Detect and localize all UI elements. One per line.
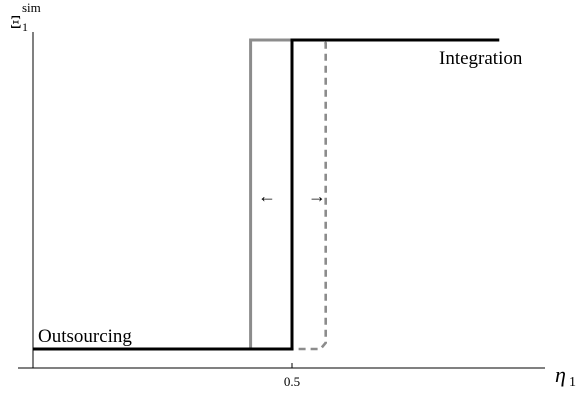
x-tick-label: 0.5 — [284, 374, 300, 389]
y-axis-symbol: Ξ — [10, 12, 22, 32]
tick-layer: 0.5 — [284, 363, 300, 389]
series-line-dashed-gray — [250, 38, 500, 351]
y-axis-superscript: sim — [22, 0, 41, 15]
integration-label: Integration — [439, 48, 523, 69]
x-axis-title: η 1 — [555, 362, 576, 390]
outsourcing-label: Outsourcing — [38, 326, 132, 347]
y-axis-subscript: 1 — [22, 20, 28, 34]
x-axis-subscript: 1 — [569, 375, 576, 390]
y-axis-title: Ξ sim 1 — [10, 0, 45, 34]
arrow-right-icon: → — [308, 186, 326, 206]
arrow-left-icon: ← — [258, 186, 276, 206]
series-layer — [33, 38, 500, 351]
series-line-solid-black — [33, 38, 500, 351]
x-axis-symbol: η — [555, 362, 566, 387]
